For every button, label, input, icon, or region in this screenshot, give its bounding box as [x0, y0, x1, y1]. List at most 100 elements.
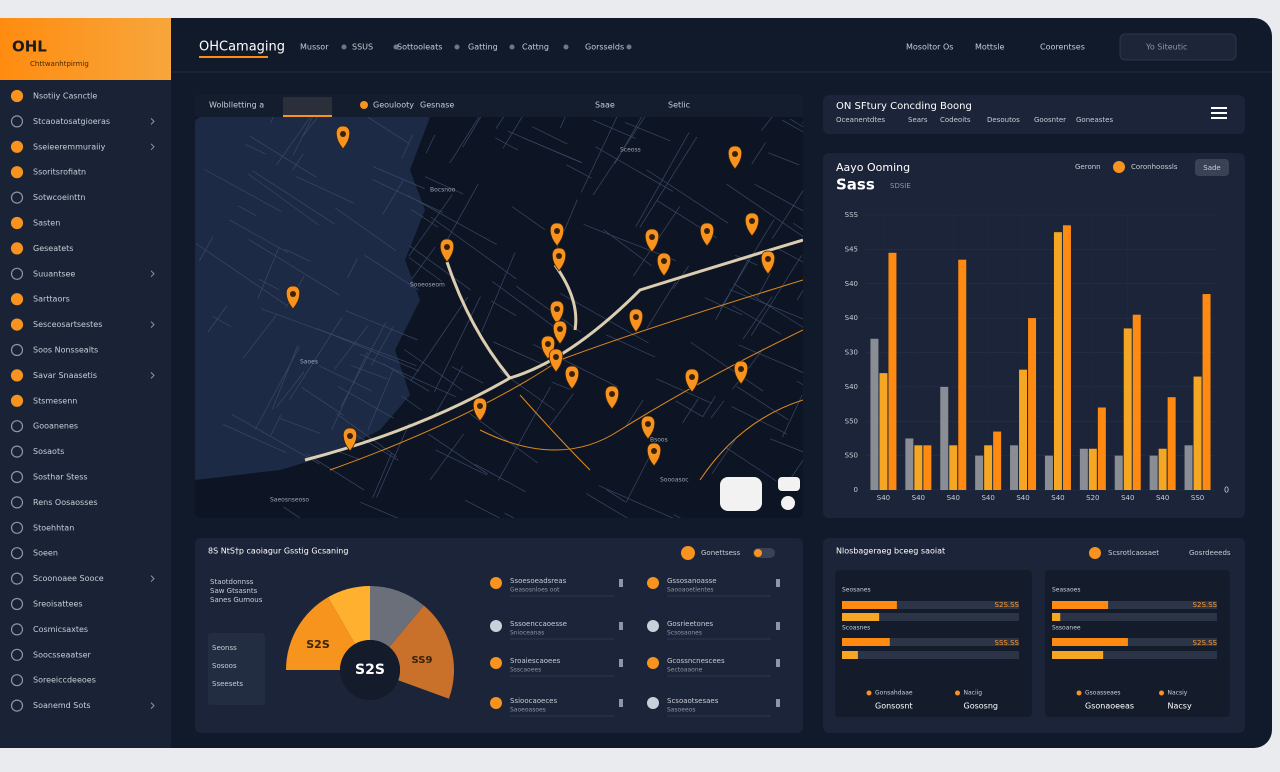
- sidebar-item[interactable]: Sarttaors: [33, 295, 70, 304]
- chart-button-label[interactable]: Sade: [1203, 164, 1220, 172]
- sidebar-item[interactable]: Geseatets: [33, 244, 73, 253]
- list-title[interactable]: Ssioocaoeces: [510, 697, 557, 705]
- pin-dot: [738, 366, 744, 372]
- sidebar-item[interactable]: Sesceosartsestes: [33, 320, 102, 329]
- map-pin[interactable]: [727, 145, 743, 170]
- chart-button[interactable]: [1195, 159, 1229, 176]
- map-zoom[interactable]: [778, 477, 800, 491]
- sidebar-item[interactable]: Cosmicsaxtes: [33, 625, 88, 634]
- map-pin[interactable]: [640, 415, 656, 440]
- sidebar-item[interactable]: Stcaoatosatgioeras: [33, 117, 110, 126]
- sidebar-item[interactable]: Gooanenes: [33, 422, 78, 431]
- y-tick-label: S50: [845, 417, 858, 425]
- nav-item[interactable]: Gatting: [468, 43, 498, 52]
- sidebar-item[interactable]: Stoehhtan: [33, 523, 74, 532]
- list-title[interactable]: Sssoenccaoesse: [510, 620, 567, 628]
- gauge-segment: [328, 586, 370, 645]
- topbar-link[interactable]: Mottsle: [975, 43, 1004, 52]
- map-tab[interactable]: Wolblletting a: [209, 101, 264, 110]
- summary-title: ON SFtury Concding Boong: [836, 101, 972, 112]
- map-pin[interactable]: [472, 397, 488, 422]
- map-tool[interactable]: Saae: [595, 101, 615, 110]
- map-pin[interactable]: [644, 228, 660, 253]
- sidebar-item[interactable]: Sosthar Stess: [33, 473, 88, 482]
- map-pin[interactable]: [656, 252, 672, 277]
- list-action[interactable]: [619, 659, 623, 667]
- list-title[interactable]: Scsoaotsesaes: [667, 697, 719, 705]
- sidebar-item[interactable]: Suuantsee: [33, 269, 75, 278]
- map-pin[interactable]: [549, 300, 565, 325]
- map-pin[interactable]: [551, 247, 567, 272]
- nav-item[interactable]: SSUS: [352, 43, 373, 52]
- sidebar-item[interactable]: Sreoisattees: [33, 600, 83, 609]
- panel-control[interactable]: Gonettsess: [701, 549, 741, 557]
- map-pin[interactable]: [646, 442, 662, 467]
- nav-item[interactable]: Cattng: [522, 43, 549, 52]
- logo: OHL: [12, 38, 47, 56]
- sidebar-item[interactable]: Sosaots: [33, 447, 64, 456]
- list-title[interactable]: Sroaiescaoees: [510, 657, 561, 665]
- list-title[interactable]: Gosrieetones: [667, 620, 714, 628]
- sidebar-item[interactable]: Nsotiiy Casnctle: [33, 92, 97, 101]
- list-action[interactable]: [776, 659, 780, 667]
- street: [491, 300, 517, 316]
- sidebar-item[interactable]: Scoonoaee Sooce: [33, 574, 104, 583]
- nav-item[interactable]: Gorsselds: [585, 43, 624, 52]
- sidebar-item[interactable]: Soos Nonssealts: [33, 346, 98, 355]
- sidebar-item[interactable]: Sseieeremmuraiiy: [33, 142, 106, 151]
- map-pin[interactable]: [760, 250, 776, 275]
- sidebar-item[interactable]: Rens Oosaosses: [33, 498, 97, 507]
- map-pin[interactable]: [684, 368, 700, 393]
- list-action[interactable]: [776, 622, 780, 630]
- nav-item[interactable]: Mussor: [300, 43, 329, 52]
- map-tab[interactable]: Geoulooty: [373, 101, 414, 110]
- control-dot: [681, 546, 695, 560]
- map-tool[interactable]: Setlic: [668, 101, 690, 110]
- map-locate[interactable]: [781, 496, 795, 510]
- street: [580, 117, 625, 193]
- map-pin[interactable]: [549, 222, 565, 247]
- sidebar-item[interactable]: Soreeiccdeeoes: [33, 676, 96, 685]
- map-pin[interactable]: [342, 427, 358, 452]
- sidebar-item[interactable]: Soeen: [33, 549, 58, 558]
- bar: [1088, 448, 1097, 490]
- sidebar-item[interactable]: Soocsseaatser: [33, 650, 92, 659]
- street: [497, 386, 551, 481]
- map-pin[interactable]: [733, 360, 749, 385]
- topbar-link[interactable]: Coorentses: [1040, 43, 1085, 52]
- map-pin[interactable]: [285, 285, 301, 310]
- pin-dot: [554, 306, 560, 312]
- sidebar-item[interactable]: Stsmesenn: [33, 396, 77, 405]
- map-pin[interactable]: [699, 222, 715, 247]
- sidebar-item[interactable]: Sotwcoeinttn: [33, 193, 86, 202]
- search-box[interactable]: [1119, 33, 1237, 61]
- sidebar-item[interactable]: Soanemd Sots: [33, 701, 91, 710]
- map-pin[interactable]: [564, 365, 580, 390]
- road: [699, 399, 803, 481]
- list-action[interactable]: [619, 699, 623, 707]
- list-action[interactable]: [619, 622, 623, 630]
- map-tab[interactable]: Gesnase: [420, 101, 454, 110]
- street: [279, 418, 321, 434]
- map-pin[interactable]: [744, 212, 760, 237]
- sidebar-item[interactable]: Savar Snaasetis: [33, 371, 97, 380]
- map-pin[interactable]: [552, 320, 568, 345]
- nav-item[interactable]: Sottooleats: [397, 43, 442, 52]
- map-pin[interactable]: [628, 308, 644, 333]
- list-action[interactable]: [619, 579, 623, 587]
- list-title[interactable]: Ssoesoeadsreas: [510, 577, 567, 585]
- list-action[interactable]: [776, 579, 780, 587]
- sidebar-item[interactable]: Ssoritsrofiatn: [33, 168, 86, 177]
- list-action[interactable]: [776, 699, 780, 707]
- map-pin[interactable]: [604, 385, 620, 410]
- street: [276, 117, 330, 166]
- sidebar-item[interactable]: Sasten: [33, 219, 60, 228]
- map-legend-box[interactable]: [720, 477, 762, 511]
- list-title[interactable]: Gcossncnescees: [667, 657, 725, 665]
- list-title[interactable]: Gssosanoasse: [667, 577, 717, 585]
- map-pin[interactable]: [548, 348, 564, 373]
- map-pin[interactable]: [335, 125, 351, 150]
- chart-control[interactable]: Coronhoossls: [1131, 163, 1178, 171]
- map-pin[interactable]: [439, 238, 455, 263]
- topbar-link[interactable]: Mosoltor Os: [906, 43, 953, 52]
